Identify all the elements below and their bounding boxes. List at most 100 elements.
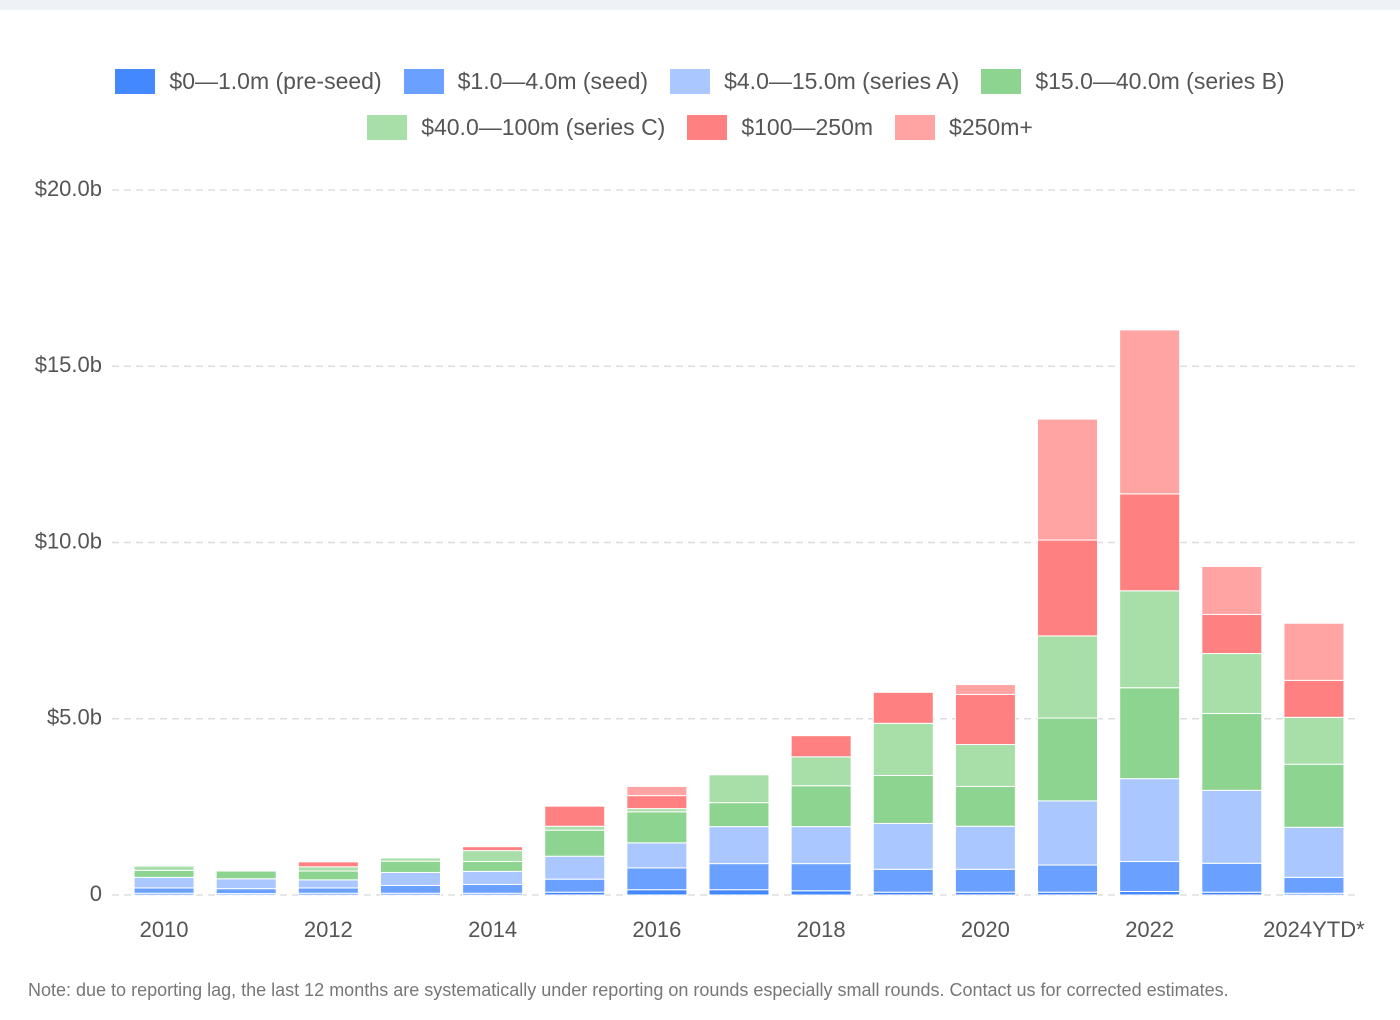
bar-segment (297, 866, 359, 872)
legend-swatch (981, 69, 1022, 94)
bar-segment (954, 693, 1016, 745)
bar-segment (1037, 539, 1099, 637)
bar-segment (297, 887, 359, 894)
bar-segment (1119, 890, 1181, 896)
bar-segment (954, 825, 1016, 870)
legend-label: $15.0—40.0m (series B) (1035, 68, 1285, 94)
bar-segment (1119, 861, 1181, 892)
bar-segment (872, 822, 934, 870)
bar-segment (379, 884, 441, 894)
legend-swatch (687, 115, 728, 140)
bar-segment (1283, 826, 1345, 878)
bar-segment (297, 870, 359, 881)
bar-segment (790, 863, 852, 892)
legend-label: $40.0—100m (series C) (421, 114, 666, 140)
bar-segment (1283, 622, 1345, 681)
bar-segment (626, 795, 688, 810)
bar-segment (1037, 864, 1099, 893)
footnote: Note: due to reporting lag, the last 12 … (28, 980, 1229, 1000)
bar-segment (872, 691, 934, 724)
bar-segment (215, 869, 277, 872)
legend-item[interactable]: $100—250m (687, 114, 873, 141)
legend-swatch (403, 69, 444, 94)
bar-segment (462, 846, 524, 852)
legend-item[interactable]: $4.0—15.0m (series A) (670, 68, 959, 95)
bar-segment (297, 879, 359, 889)
bar-segment (708, 889, 770, 896)
x-tick-label: 2014 (468, 917, 517, 942)
bar-segment (790, 735, 852, 758)
top-bar (0, 0, 1400, 10)
bar-segment (626, 867, 688, 891)
bar-segment (462, 861, 524, 872)
bar-segment (544, 829, 606, 857)
y-tick-label: $20.0b (35, 176, 102, 201)
bar-segment (1283, 716, 1345, 765)
bar-segment (379, 860, 441, 873)
bar-segment (708, 802, 770, 828)
bar-segment (462, 870, 524, 885)
bar-segment (790, 785, 852, 828)
bar-segment (544, 805, 606, 827)
legend-item[interactable]: $0—1.0m (pre-seed) (115, 68, 382, 95)
legend-swatch (895, 115, 936, 140)
bar-segment (133, 865, 195, 871)
bar-segment (954, 785, 1016, 827)
bar-segment (297, 861, 359, 868)
bar-segment (1283, 763, 1345, 828)
bar-segment (1201, 862, 1263, 893)
bar-segment (954, 684, 1016, 695)
legend-label: $250m+ (949, 114, 1033, 140)
y-tick-label: $10.0b (35, 528, 102, 553)
legend-item[interactable]: $40.0—100m (series C) (367, 114, 665, 141)
bar-segment (708, 826, 770, 865)
y-tick-label: 0 (90, 881, 102, 906)
legend-swatch (367, 115, 408, 140)
bar-segment (626, 889, 688, 896)
bar-segment (462, 850, 524, 863)
bar-segment (1283, 679, 1345, 718)
x-tick-label: 2012 (304, 917, 353, 942)
legend-item[interactable]: $1.0—4.0m (seed) (403, 68, 649, 95)
y-tick-label: $5.0b (47, 705, 102, 730)
x-tick-label: 2022 (1125, 917, 1174, 942)
bar-segment (708, 774, 770, 804)
legend-swatch (670, 69, 711, 94)
bar-segment (954, 868, 1016, 893)
bar-segment (1201, 712, 1263, 791)
bar-segment (708, 863, 770, 891)
legend-label: $4.0—15.0m (series A) (724, 68, 960, 94)
bar-segment (462, 883, 524, 894)
y-tick-label: $15.0b (35, 352, 102, 377)
bar-segment (626, 842, 688, 869)
bar-segment (379, 871, 441, 886)
bar-segment (544, 878, 606, 893)
bar-segment (133, 876, 195, 889)
bar-segment (544, 825, 606, 831)
legend-item[interactable]: $250m+ (895, 114, 1033, 141)
legend-item[interactable]: $15.0—40.0m (series B) (981, 68, 1285, 95)
bar-segment (626, 785, 688, 797)
legend: $40.0—100m (series C) $100—250m $250m+ (0, 114, 1400, 141)
x-tick-label: 2016 (632, 917, 681, 942)
bar-segment (872, 868, 934, 893)
bar-segment (379, 857, 441, 862)
bar-segment (1283, 876, 1345, 894)
bar-segment (1201, 789, 1263, 864)
bar-segment (1119, 329, 1181, 495)
bar-segment (215, 870, 277, 880)
bar-segment (1119, 493, 1181, 592)
bar-segment (133, 887, 195, 894)
bar-segment (872, 722, 934, 777)
legend-label: $100—250m (741, 114, 874, 140)
legend-swatch (115, 69, 156, 94)
bar-segment (1037, 418, 1099, 541)
x-tick-label: 2018 (797, 917, 846, 942)
chart: 0 $5.0b $10.0b $15.0b $20.0b 2010 2012 2014 2016… (35, 176, 1365, 942)
x-tick-label: 2010 (140, 917, 189, 942)
bar-segment (1037, 635, 1099, 719)
bar-segment (790, 826, 852, 865)
legend-label: $1.0—4.0m (seed) (457, 68, 649, 94)
legend-label: $0—1.0m (pre-seed) (169, 68, 382, 94)
bar-segment (790, 756, 852, 787)
